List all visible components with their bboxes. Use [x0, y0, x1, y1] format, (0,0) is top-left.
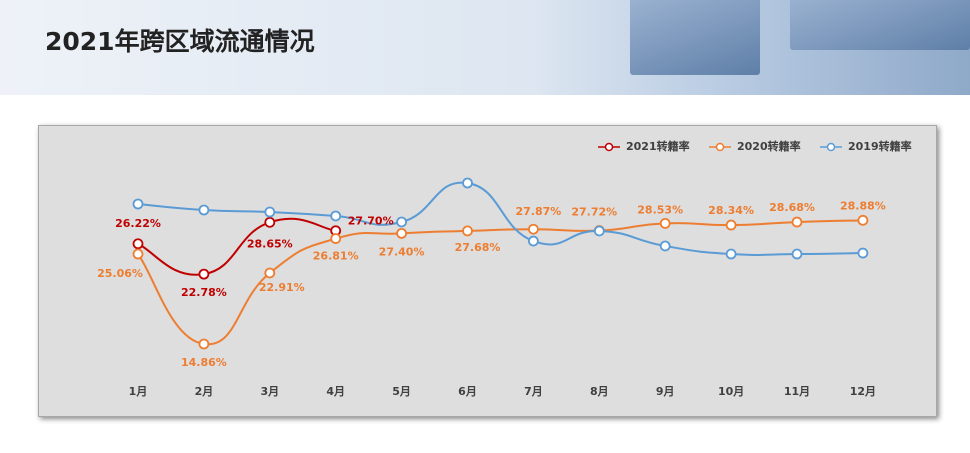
legend-marker	[604, 142, 614, 152]
decor-cube	[630, 0, 760, 75]
data-point	[593, 225, 605, 237]
data-point	[198, 338, 210, 350]
chart-frame	[38, 125, 937, 417]
data-point	[791, 216, 803, 228]
data-point	[857, 214, 869, 226]
data-label: 14.86%	[181, 356, 227, 369]
data-point	[198, 268, 210, 280]
data-label: 22.91%	[259, 281, 305, 294]
data-point	[725, 248, 737, 260]
data-label: 26.22%	[115, 217, 161, 230]
data-label: 26.81%	[313, 250, 359, 263]
data-point	[528, 223, 539, 235]
data-label: 28.34%	[708, 204, 754, 217]
x-tick-label: 8月	[590, 385, 609, 398]
data-label: 22.78%	[181, 286, 227, 299]
data-label: 28.65%	[247, 237, 293, 250]
data-point	[198, 204, 210, 216]
decor-cube	[790, 0, 970, 50]
x-tick-label: 3月	[260, 385, 279, 398]
x-tick-label: 6月	[458, 385, 477, 398]
x-tick-label: 12月	[850, 385, 876, 398]
data-label: 28.88%	[840, 199, 886, 212]
page-title: 2021年跨区域流通情况	[45, 27, 315, 56]
x-tick-label: 5月	[392, 385, 411, 398]
legend-marker	[715, 142, 725, 152]
data-point	[725, 219, 737, 231]
data-point	[330, 233, 342, 244]
x-tick-label: 11月	[784, 385, 810, 398]
data-point	[462, 225, 473, 237]
data-point	[132, 248, 144, 260]
series-line	[137, 217, 336, 276]
data-point	[264, 267, 276, 279]
data-point	[396, 216, 408, 228]
x-tick-label: 7月	[524, 385, 543, 398]
x-tick-label: 9月	[656, 385, 675, 398]
x-tick-label: 2月	[195, 385, 214, 398]
x-tick-label: 10月	[718, 385, 744, 398]
data-label: 27.87%	[515, 205, 561, 218]
data-point	[659, 218, 671, 229]
legend-label: 2019转籍率	[848, 139, 912, 153]
data-point	[132, 238, 144, 250]
x-tick-label: 1月	[129, 385, 148, 398]
data-point	[659, 240, 671, 252]
x-tick-label: 4月	[326, 385, 345, 398]
data-label: 27.72%	[571, 206, 617, 219]
data-point	[462, 177, 473, 189]
data-label: 28.53%	[637, 203, 683, 216]
data-point	[791, 248, 803, 260]
data-label: 28.68%	[769, 201, 815, 214]
data-point	[396, 227, 408, 239]
header: 2021年跨区域流通情况	[0, 0, 970, 95]
data-point	[132, 198, 144, 210]
data-label: 25.06%	[97, 267, 143, 280]
data-point	[264, 216, 276, 228]
legend-label: 2021转籍率	[626, 139, 690, 153]
data-point	[528, 235, 539, 247]
data-point	[330, 210, 342, 222]
data-label: 27.70%	[348, 215, 394, 228]
legend-label: 2020转籍率	[737, 139, 801, 153]
data-label: 27.40%	[379, 245, 425, 258]
data-label: 27.68%	[455, 241, 501, 254]
data-point	[857, 247, 869, 259]
legend-marker	[826, 142, 836, 152]
data-point	[264, 206, 276, 218]
